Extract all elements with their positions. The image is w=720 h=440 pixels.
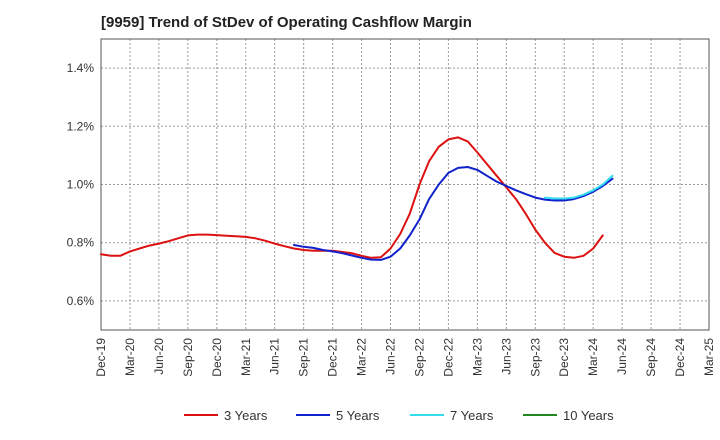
series-line-5-years: [293, 166, 614, 261]
x-tick-label: Sep-23: [528, 338, 542, 377]
x-tick-label: Mar-20: [123, 338, 137, 376]
legend-label-1: 3 Years: [224, 408, 268, 423]
x-tick-label: Mar-25: [702, 338, 716, 376]
y-tick-label: 1.4%: [67, 61, 95, 75]
x-tick-label: Dec-22: [441, 338, 455, 377]
x-tick-label: Jun-23: [499, 338, 513, 375]
y-axis-ticks: 0.6% 0.8% 1.0% 1.2% 1.4%: [67, 61, 95, 308]
x-tick-label: Jun-21: [268, 338, 282, 375]
x-tick-label: Jun-24: [615, 338, 629, 375]
y-tick-label: 1.0%: [67, 178, 95, 192]
x-axis-ticks: Dec-19 Mar-20 Jun-20 Sep-20 Dec-20 Mar-21 Jun-…: [94, 338, 716, 377]
x-tick-label: Mar-23: [470, 338, 484, 376]
x-tick-label: Jun-22: [384, 338, 398, 375]
y-tick-label: 1.2%: [67, 119, 95, 133]
legend-label-4: 10 Years: [563, 408, 614, 423]
legend: 3 Years 5 Years 7 Years 10 Years: [184, 408, 614, 423]
plot-frame: [100, 38, 710, 331]
x-tick-label: Mar-22: [355, 338, 369, 376]
x-tick-label: Sep-21: [297, 338, 311, 377]
x-tick-label: Jun-20: [152, 338, 166, 375]
grid-layer: [101, 39, 709, 330]
x-tick-label: Dec-20: [210, 338, 224, 377]
x-tick-label: Sep-24: [644, 338, 658, 377]
x-tick-label: Dec-24: [673, 338, 687, 377]
x-tick-label: Dec-21: [326, 338, 340, 377]
series-layer: [100, 136, 614, 261]
x-tick-label: Dec-19: [94, 338, 108, 377]
series-line-7-years: [543, 174, 614, 200]
y-tick-label: 0.8%: [67, 236, 95, 250]
x-tick-label: Mar-24: [586, 338, 600, 376]
x-tick-label: Sep-20: [181, 338, 195, 377]
chart-title: [9959] Trend of StDev of Operating Cashf…: [101, 14, 472, 31]
x-tick-label: Mar-21: [239, 338, 253, 376]
x-tick-label: Dec-23: [557, 338, 571, 377]
series-line-3-years: [100, 136, 604, 259]
legend-label-3: 7 Years: [450, 408, 494, 423]
legend-label-2: 5 Years: [336, 408, 380, 423]
x-tick-label: Sep-22: [412, 338, 426, 377]
y-tick-label: 0.6%: [67, 294, 95, 308]
